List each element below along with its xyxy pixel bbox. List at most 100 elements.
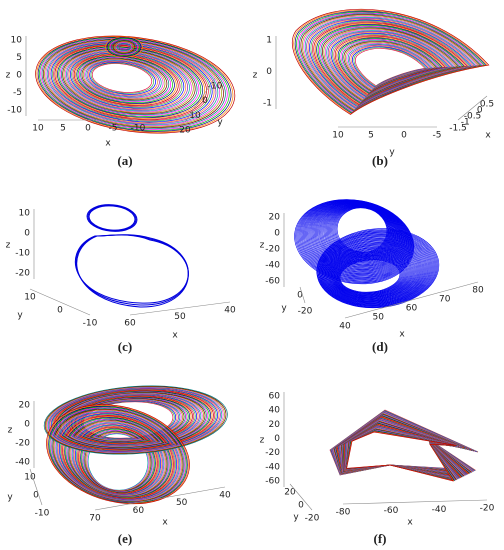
- y-tick-label: -1.5: [449, 124, 467, 134]
- y-tick-label: -10: [83, 319, 98, 329]
- z-axis-label: z: [253, 71, 258, 81]
- trajectory: [87, 204, 137, 232]
- trajectory: [46, 386, 224, 454]
- trajectory: [112, 40, 136, 54]
- x-tick-label: 50: [373, 313, 385, 323]
- z-tick-label: -20: [15, 269, 30, 279]
- y-tick-label: 20: [179, 126, 191, 136]
- caption: (e): [118, 531, 132, 546]
- trajectory: [329, 245, 419, 300]
- trajectory: [334, 253, 409, 296]
- trajectory: [54, 45, 207, 120]
- trajectory: [90, 62, 155, 94]
- trajectory: [78, 56, 172, 103]
- y-tick-label: 20: [284, 488, 296, 498]
- y-tick-label: 10: [24, 473, 36, 483]
- trajectory: [319, 232, 435, 307]
- trajectory: [81, 58, 168, 101]
- trajectory: [117, 42, 131, 52]
- trajectory: [114, 41, 134, 53]
- x-tick-label: -40: [432, 505, 447, 515]
- z-axis-label: z: [260, 241, 265, 251]
- caption: (a): [117, 153, 132, 168]
- trajectory: [80, 57, 170, 102]
- z-tick-label: -40: [15, 458, 30, 468]
- y-axis-label: y: [7, 493, 13, 503]
- trajectory: [321, 235, 431, 305]
- z-tick-label: -60: [265, 477, 280, 487]
- z-tick-label: 20: [269, 420, 281, 430]
- x-tick-label: -5: [109, 124, 118, 134]
- trajectory: [68, 395, 193, 445]
- trajectory: [291, 8, 490, 115]
- trajectory: [321, 234, 432, 305]
- z-tick-label: 0: [266, 67, 272, 77]
- trajectory: [330, 246, 417, 299]
- z-axis-label: z: [260, 436, 265, 446]
- x-tick-label: 40: [219, 491, 231, 501]
- z-tick-label: 60: [269, 392, 281, 402]
- y-tick-label: 10: [24, 293, 36, 303]
- x-axis-label: x: [399, 330, 405, 340]
- trajectory: [48, 387, 221, 453]
- trajectory: [335, 253, 408, 296]
- z-tick-label: -1: [263, 99, 272, 109]
- trajectory: [48, 41, 217, 125]
- x-tick-label: 60: [406, 304, 418, 314]
- trajectory: [50, 388, 218, 452]
- x-tick-label: 40: [224, 306, 236, 316]
- x-tick-label: 0: [85, 124, 91, 134]
- z-tick-label: 0: [24, 229, 30, 239]
- z-tick-label: -40: [265, 261, 280, 271]
- y-tick-label: 0: [202, 96, 208, 106]
- trajectory: [91, 63, 153, 93]
- trajectory: [61, 392, 203, 448]
- trajectory: [74, 234, 189, 304]
- trajectory: [64, 50, 192, 113]
- y-tick-label: 10: [189, 111, 201, 121]
- trajectory: [84, 59, 164, 99]
- x-axis-label: x: [485, 131, 491, 141]
- trajectory: [39, 37, 230, 131]
- trajectory: [74, 398, 185, 442]
- trajectory: [82, 58, 166, 100]
- trajectory: [108, 38, 140, 56]
- trajectory: [72, 397, 188, 443]
- trajectory: [336, 255, 406, 295]
- x-tick-label: -60: [384, 506, 399, 516]
- trajectory: [75, 234, 189, 306]
- x-axis: [344, 281, 479, 319]
- x-tick-label: 50: [174, 312, 186, 322]
- trajectory: [329, 245, 418, 300]
- y-axis: [299, 286, 306, 304]
- trajectory: [106, 37, 142, 57]
- x-tick-label: 0: [401, 131, 407, 141]
- x-axis: [129, 301, 231, 316]
- z-tick-label: 20: [269, 213, 281, 223]
- y-tick-label: 0: [298, 501, 304, 511]
- caption: (b): [372, 153, 388, 168]
- z-tick-label: -20: [265, 245, 280, 255]
- trajectory: [118, 43, 130, 51]
- trajectory: [317, 229, 439, 308]
- x-tick-label: 80: [472, 286, 484, 296]
- trajectory: [346, 431, 457, 482]
- y-axis: [457, 95, 488, 121]
- trajectory: [324, 239, 426, 303]
- trajectory: [47, 387, 223, 453]
- x-axis-label: x: [105, 139, 111, 149]
- caption: (c): [118, 339, 132, 354]
- z-axis-label: z: [8, 426, 13, 436]
- x-axis: [94, 486, 226, 511]
- y-tick-label: 0: [297, 291, 303, 301]
- trajectory: [318, 230, 437, 307]
- trajectory: [37, 36, 232, 132]
- trajectory: [294, 199, 415, 285]
- caption: (f): [374, 531, 387, 546]
- z-tick-label: 5: [16, 53, 22, 63]
- trajectory: [88, 61, 158, 96]
- x-tick-label: 60: [133, 506, 145, 516]
- z-tick-label: -10: [7, 106, 22, 116]
- z-tick-label: 0: [274, 229, 280, 239]
- trajectory: [86, 204, 138, 232]
